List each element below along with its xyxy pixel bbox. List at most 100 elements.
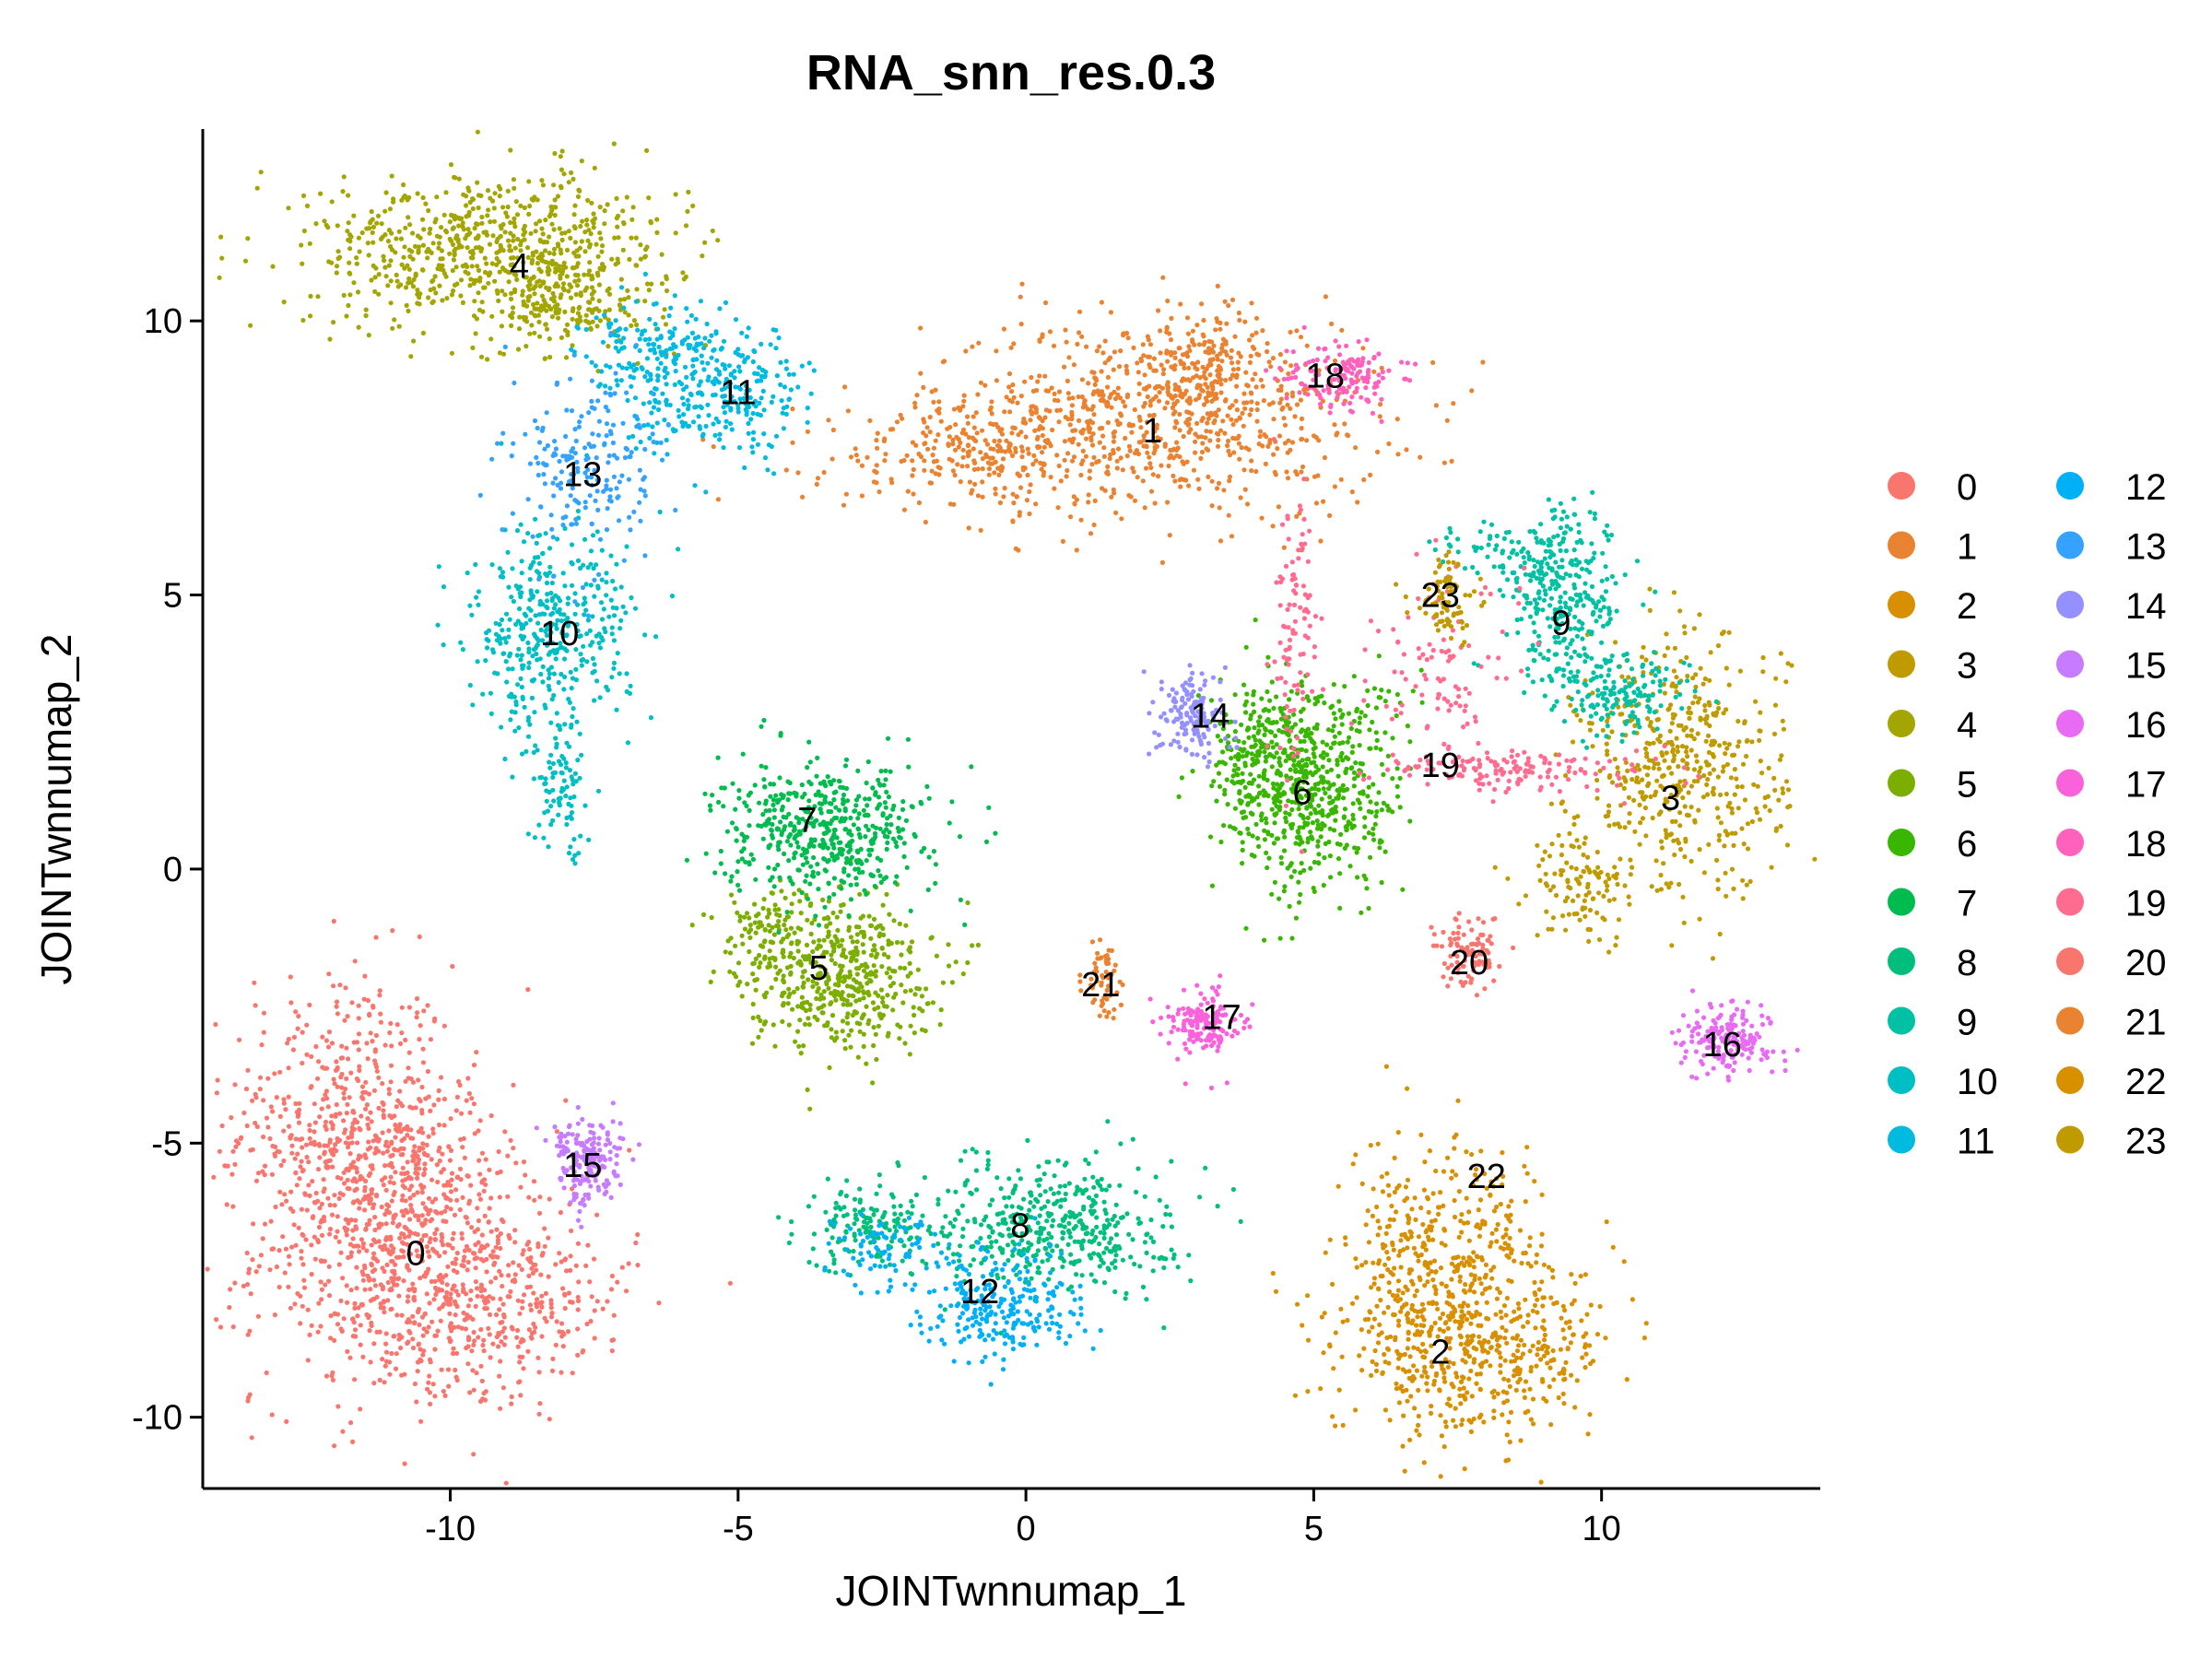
point	[511, 177, 517, 182]
point	[826, 418, 831, 423]
point	[478, 354, 485, 359]
point	[1158, 350, 1163, 356]
point	[360, 1096, 366, 1101]
point	[1323, 1250, 1328, 1255]
point	[1405, 1316, 1411, 1322]
point	[364, 1102, 370, 1108]
point	[1135, 360, 1140, 366]
point	[583, 312, 589, 318]
point	[559, 167, 565, 172]
point	[1406, 1336, 1411, 1342]
point	[1563, 772, 1569, 779]
point	[417, 1157, 422, 1162]
point	[1035, 379, 1041, 384]
point	[363, 312, 369, 319]
point	[1453, 1319, 1458, 1324]
point	[1771, 775, 1777, 782]
point	[1042, 300, 1049, 306]
point	[1688, 733, 1694, 739]
point	[354, 1186, 359, 1192]
point	[508, 219, 513, 226]
point	[477, 1171, 483, 1177]
point	[515, 236, 521, 242]
point	[426, 1324, 431, 1330]
point	[428, 226, 433, 232]
point	[1322, 454, 1327, 461]
point	[1739, 784, 1745, 790]
point	[1431, 1258, 1438, 1264]
point	[1371, 1316, 1377, 1322]
point	[1675, 744, 1680, 749]
point	[481, 1188, 487, 1194]
point	[1249, 399, 1254, 405]
point	[1544, 909, 1549, 914]
point	[329, 1212, 335, 1218]
point	[1780, 790, 1786, 796]
point	[575, 1307, 581, 1312]
point	[1430, 1277, 1436, 1283]
point	[293, 1171, 299, 1176]
point	[457, 242, 463, 248]
point	[1304, 343, 1310, 348]
point	[1146, 337, 1151, 343]
point	[1333, 1330, 1338, 1335]
point	[1543, 871, 1548, 877]
point	[1099, 300, 1104, 305]
point	[1211, 396, 1218, 402]
point	[450, 1350, 456, 1357]
point	[1787, 804, 1793, 809]
point	[1575, 878, 1581, 884]
point	[1565, 877, 1571, 883]
point	[497, 1307, 502, 1312]
point	[536, 278, 543, 284]
point	[315, 1329, 321, 1335]
point	[1575, 893, 1581, 899]
point	[1673, 684, 1678, 689]
point	[1377, 1225, 1382, 1230]
point	[1718, 820, 1724, 826]
point	[366, 1172, 371, 1179]
point	[398, 1152, 404, 1158]
point	[330, 1123, 335, 1128]
point	[443, 1273, 449, 1278]
point	[1489, 1390, 1495, 1395]
point	[966, 525, 971, 531]
point	[473, 1303, 478, 1309]
point	[470, 206, 476, 212]
point	[1628, 872, 1633, 877]
point	[1009, 430, 1015, 436]
point	[597, 266, 604, 272]
point	[436, 263, 441, 268]
point	[324, 1038, 329, 1043]
point	[1082, 398, 1088, 405]
point	[1165, 298, 1171, 304]
point	[323, 1282, 328, 1288]
point	[589, 200, 594, 206]
point	[1042, 373, 1048, 379]
point	[498, 186, 503, 192]
point	[508, 296, 514, 301]
point	[344, 1111, 349, 1116]
point	[1185, 422, 1191, 428]
point	[1286, 371, 1291, 377]
point	[1164, 349, 1170, 355]
point	[1684, 654, 1689, 661]
point	[1433, 1168, 1439, 1174]
point	[1677, 881, 1682, 888]
point	[1124, 363, 1129, 369]
point	[1626, 675, 1631, 680]
point	[1488, 1267, 1494, 1273]
point	[761, 956, 768, 961]
point	[546, 1274, 551, 1279]
point	[315, 294, 321, 300]
point	[1033, 410, 1039, 416]
point	[537, 239, 544, 244]
point	[439, 1210, 444, 1216]
point	[602, 208, 607, 214]
point	[326, 1030, 332, 1035]
point	[1411, 1345, 1417, 1350]
point	[1469, 1394, 1475, 1399]
point	[1697, 612, 1702, 618]
point	[1226, 302, 1231, 309]
point	[527, 1302, 534, 1308]
